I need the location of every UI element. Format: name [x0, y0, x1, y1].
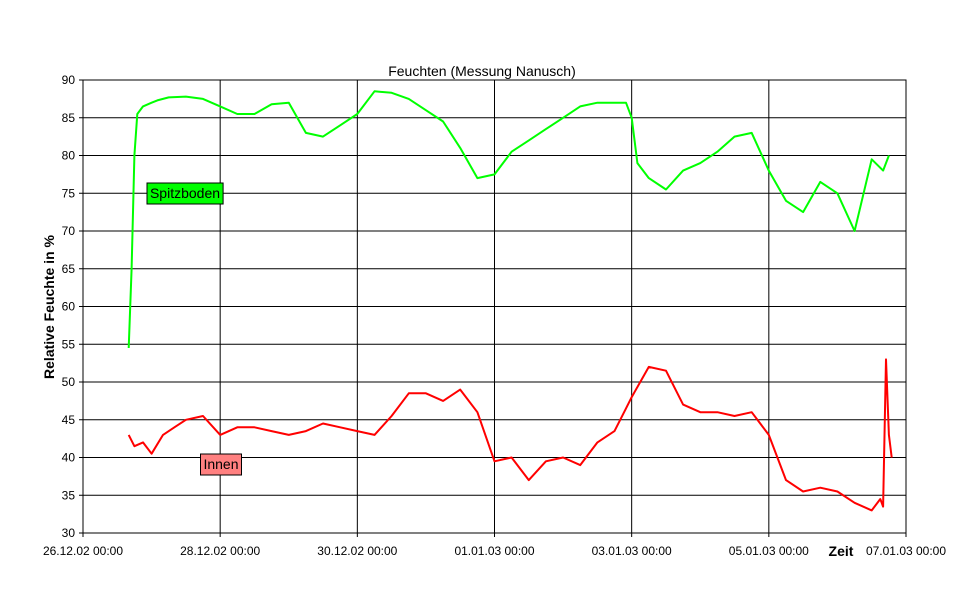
- y-tick-label: 70: [62, 224, 76, 238]
- y-tick-label: 30: [62, 526, 76, 540]
- series-label-box: [146, 182, 224, 205]
- series-line-innen: [127, 358, 893, 512]
- y-tick-label: 60: [62, 300, 76, 314]
- x-axis-label: Zeit: [829, 543, 854, 559]
- series-labels: Spitzboden Innen: [146, 182, 242, 476]
- y-tick-label: 55: [62, 337, 76, 351]
- y-axis-label: Relative Feuchte in %: [41, 234, 57, 378]
- y-tick-label: 85: [62, 111, 76, 125]
- y-tick-labels: 30 35 40 45 50 55 60 65 70 75 80 85 90: [62, 73, 76, 540]
- x-tick-label: 28.12.02 00:00: [180, 544, 260, 558]
- x-tick-label: 30.12.02 00:00: [317, 544, 397, 558]
- y-tick-label: 75: [62, 186, 76, 200]
- series-lines: [127, 90, 893, 512]
- series-name: Innen: [203, 456, 238, 472]
- y-tick-label: 80: [62, 149, 76, 163]
- y-tick-label: 35: [62, 488, 76, 502]
- x-tick-labels: 26.12.02 00:00 28.12.02 00:00 30.12.02 00:…: [43, 544, 946, 558]
- x-tick-label: 07.01.03 00:00: [866, 544, 946, 558]
- y-tick-label: 65: [62, 262, 76, 276]
- series-line-spitzboden: [127, 90, 890, 349]
- x-tick-label: 05.01.03 00:00: [729, 544, 809, 558]
- y-tick-label: 50: [62, 375, 76, 389]
- x-tick-label: 26.12.02 00:00: [43, 544, 123, 558]
- y-tick-label: 45: [62, 413, 76, 427]
- series-label-innen: Innen: [200, 453, 242, 476]
- x-tick-label: 01.01.03 00:00: [454, 544, 534, 558]
- y-tick-label: 40: [62, 451, 76, 465]
- x-gridlines: [82, 80, 907, 537]
- series-label-spitzboden: Spitzboden: [146, 182, 224, 205]
- series-name: Spitzboden: [150, 185, 220, 201]
- x-tick-label: 03.01.03 00:00: [592, 544, 672, 558]
- y-tick-label: 90: [62, 73, 76, 87]
- chart-title: Feuchten (Messung Nanusch): [388, 63, 576, 79]
- series-label-box: [200, 453, 242, 476]
